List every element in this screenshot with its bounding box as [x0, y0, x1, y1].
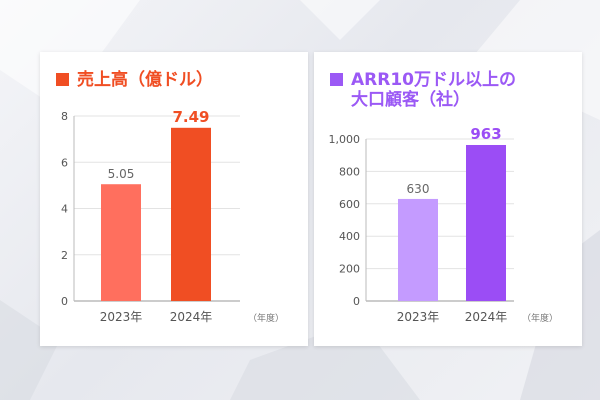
x-category-label: 2024年: [170, 310, 213, 324]
x-category-label: 2024年: [465, 310, 508, 324]
y-tick-label: 600: [339, 198, 360, 211]
x-category-label: 2023年: [100, 310, 143, 324]
data-label: 963: [470, 125, 501, 143]
revenue-chart-card: 売上高（億ドル） 0 2 4 6 8 5.05 2023年 7.49 2024年 （年度）: [40, 52, 308, 346]
y-tick-label: 0: [61, 295, 68, 308]
bar-2024年: [171, 127, 211, 301]
bar-2023年: [101, 184, 141, 301]
title-square-icon: [56, 73, 69, 86]
data-label: 5.05: [108, 167, 135, 181]
revenue-chart-title: 売上高（億ドル）: [56, 70, 298, 90]
bar-2023年: [398, 198, 438, 301]
customers-bar-chart: 0 200 400 600 800 1,000 630 2023年 963 2024年 （年度）: [329, 125, 559, 324]
data-label: 7.49: [172, 108, 209, 126]
y-tick-label: 4: [61, 203, 68, 216]
y-tick-label: 8: [61, 110, 68, 123]
y-tick-label: 2: [61, 249, 68, 262]
bar-2024年: [466, 144, 506, 301]
customers-chart-title-line-2: 大口顧客（社）: [351, 90, 470, 110]
customers-chart-title-line-1: ARR10万ドル以上の: [351, 70, 516, 90]
y-tick-label: 0: [353, 295, 360, 308]
revenue-chart-title-text: 売上高（億ドル）: [77, 70, 213, 90]
large-customers-chart-card: ARR10万ドル以上の 大口顧客（社） 0 200 400 600 800 1,000 63…: [314, 52, 582, 346]
y-tick-label: 200: [339, 263, 360, 276]
customers-chart-title: ARR10万ドル以上の 大口顧客（社）: [330, 70, 572, 110]
y-tick-label: 400: [339, 230, 360, 243]
x-category-label: 2023年: [397, 310, 440, 324]
data-label: 630: [407, 182, 430, 196]
y-tick-label: 6: [61, 156, 68, 169]
revenue-bar-chart: 0 2 4 6 8 5.05 2023年 7.49 2024年 （年度）: [61, 108, 284, 324]
x-unit-label: （年度）: [248, 312, 284, 324]
y-tick-label: 1,000: [329, 133, 361, 146]
title-square-icon: [330, 73, 343, 86]
x-unit-label: （年度）: [522, 312, 558, 324]
y-tick-label: 800: [339, 165, 360, 178]
